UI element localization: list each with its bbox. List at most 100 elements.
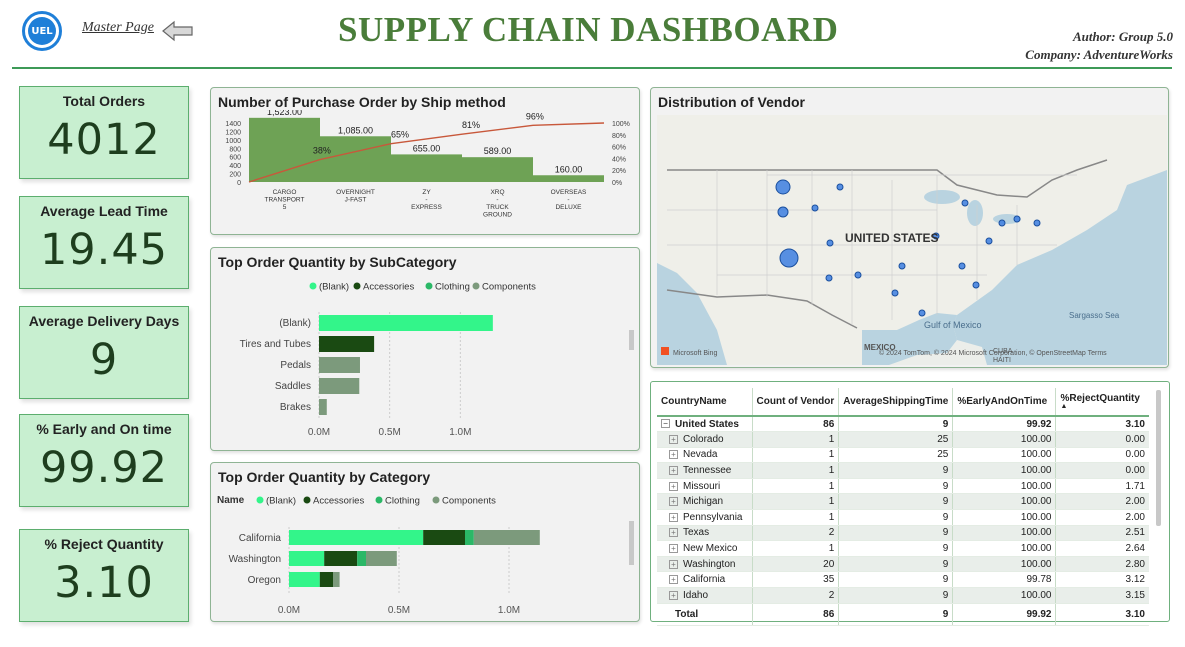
x-tick-label: CARGO <box>273 189 297 196</box>
cell-early: 100.00 <box>952 493 1057 511</box>
expand-icon[interactable]: + <box>669 590 678 600</box>
bar <box>333 572 340 587</box>
cumulative-line <box>248 122 605 183</box>
y-tick-label: 1400 <box>225 121 241 128</box>
back-arrow-icon[interactable] <box>162 20 194 42</box>
uel-logo[interactable]: UEL <box>22 11 62 51</box>
x-tick-label: ZY <box>422 189 431 196</box>
bar <box>357 551 366 566</box>
data-label: 160.00 <box>555 164 583 174</box>
y-tick-label: (Blank) <box>279 318 311 329</box>
cell-ship: 25 <box>838 431 954 448</box>
cell-total-label: Total <box>657 602 753 626</box>
bar <box>319 315 493 331</box>
collapse-icon[interactable]: − <box>661 419 670 429</box>
state-name: Idaho <box>683 589 709 601</box>
table-row-top[interactable]: − United States 86 9 99.92 3.10 <box>657 416 1149 433</box>
bar <box>289 530 424 545</box>
cell-ship: 25 <box>838 447 954 464</box>
col-reject-quantity[interactable]: %RejectQuantity ▲ <box>1055 388 1149 417</box>
kpi-label: % Reject Quantity <box>44 536 164 552</box>
expand-icon[interactable]: + <box>669 481 678 491</box>
table-row[interactable]: + Washington 20 9 100.00 2.80 <box>657 556 1149 573</box>
expand-icon[interactable]: + <box>669 434 678 444</box>
expand-icon[interactable]: + <box>669 450 678 460</box>
col-country-name[interactable]: CountryName <box>657 388 753 417</box>
kpi-label: Average Lead Time <box>40 203 168 219</box>
table-row[interactable]: + Pennsylvania 1 9 100.00 2.00 <box>657 509 1149 526</box>
map-cuba-label: CUBA <box>993 348 1013 355</box>
subcategory-chart-panel[interactable]: Top Order Quantity by SubCategory (Blank… <box>210 247 640 451</box>
y-tick-label: 1000 <box>225 138 241 145</box>
legend-marker <box>375 496 383 504</box>
legend-marker <box>256 496 264 504</box>
table-row[interactable]: + New Mexico 1 9 100.00 2.64 <box>657 540 1149 557</box>
table-row[interactable]: + Texas 2 9 100.00 2.51 <box>657 525 1149 542</box>
table-row[interactable]: + Missouri 1 9 100.00 1.71 <box>657 478 1149 495</box>
kpi-value: 19.45 <box>39 225 169 275</box>
cell-count: 20 <box>752 556 840 573</box>
legend-marker <box>472 282 480 290</box>
cell-reject: 2.51 <box>1055 525 1149 542</box>
table-row[interactable]: + Tennessee 1 9 100.00 0.00 <box>657 462 1149 479</box>
master-page-link[interactable]: Master Page <box>82 20 154 35</box>
table-row[interactable]: + California 35 9 99.78 3.12 <box>657 571 1149 589</box>
cell-reject: 2.00 <box>1055 509 1149 526</box>
table-scrollbar[interactable] <box>1156 390 1161 526</box>
expand-icon[interactable]: + <box>669 465 678 475</box>
state-name: Tennessee <box>683 465 732 477</box>
col-early-and-on-time[interactable]: %EarlyAndOnTime <box>952 388 1057 417</box>
cell-country: + Washington <box>657 556 753 573</box>
expand-icon[interactable]: + <box>669 528 678 538</box>
cell-count: 1 <box>752 478 840 495</box>
kpi-value: 9 <box>89 335 119 385</box>
y-tick-label: 800 <box>229 146 241 153</box>
cell-count: 1 <box>752 509 840 526</box>
vendor-bubbles <box>775 179 1041 317</box>
table-row[interactable]: + Idaho 2 9 100.00 3.15 <box>657 587 1149 604</box>
bar <box>289 551 325 566</box>
ship-method-chart-panel[interactable]: Number of Purchase Order by Ship method … <box>210 87 640 235</box>
country-name: United States <box>675 418 739 430</box>
vendor-map[interactable]: UNITED STATES Gulf of Mexico Sargasso Se… <box>657 115 1167 365</box>
cell-ship: 9 <box>838 525 954 542</box>
map-country-label: UNITED STATES <box>845 231 939 245</box>
cell-country: − United States <box>657 416 753 433</box>
x-tick-label: OVERNIGHT <box>336 189 375 196</box>
expand-icon[interactable]: + <box>669 497 678 507</box>
cell-reject: 2.64 <box>1055 540 1149 557</box>
chart-title: Top Order Quantity by SubCategory <box>218 254 457 270</box>
cell-count: 86 <box>752 416 840 433</box>
cell-country: + Idaho <box>657 587 753 604</box>
legend-label: (Blank) <box>319 282 349 293</box>
cell-total-reject: 3.10 <box>1055 602 1149 626</box>
y-tick-label: Washington <box>229 554 281 565</box>
vendor-map-panel[interactable]: Distribution of Vendor <box>650 87 1169 368</box>
kpi-label: Total Orders <box>62 93 146 109</box>
bar <box>391 154 462 182</box>
table-row[interactable]: + Nevada 1 25 100.00 0.00 <box>657 447 1149 464</box>
x-tick-label: EXPRESS <box>411 204 442 211</box>
map-haiti-label: HAITI <box>993 357 1011 364</box>
bar <box>423 530 465 545</box>
expand-icon[interactable]: + <box>669 575 678 585</box>
cumulative-label: 65% <box>391 130 409 140</box>
chart-title: Top Order Quantity by Category <box>218 469 431 485</box>
col-count-of-vendor[interactable]: Count of Vendor <box>752 388 840 417</box>
y2-tick-label: 80% <box>612 133 626 140</box>
cell-ship: 9 <box>838 462 954 479</box>
table-row[interactable]: + Michigan 1 9 100.00 2.00 <box>657 493 1149 511</box>
table-row[interactable]: + Colorado 1 25 100.00 0.00 <box>657 431 1149 448</box>
col-average-shipping-time[interactable]: AverageShippingTime <box>838 388 954 417</box>
kpi-label: Average Delivery Days <box>28 313 180 329</box>
expand-icon[interactable]: + <box>669 543 678 553</box>
expand-icon[interactable]: + <box>669 559 678 569</box>
page-title: SUPPLY CHAIN DASHBOARD <box>338 10 839 49</box>
y-tick-label: Oregon <box>248 575 281 586</box>
y2-tick-label: 40% <box>612 156 626 163</box>
state-name: California <box>683 574 726 586</box>
kpi-value: 3.10 <box>54 558 154 608</box>
x-tick-label: 1.0M <box>449 427 471 438</box>
expand-icon[interactable]: + <box>669 512 678 522</box>
category-chart-panel[interactable]: Top Order Quantity by Category Name (Blan… <box>210 462 640 622</box>
